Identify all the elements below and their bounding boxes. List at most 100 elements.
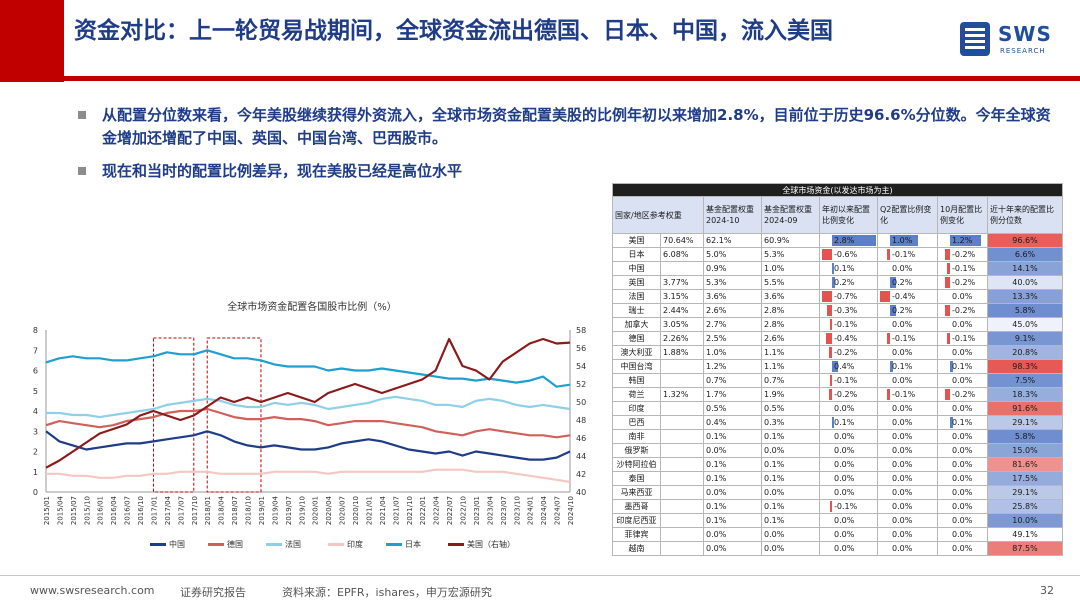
change-cell: -0.1% xyxy=(877,387,938,402)
legend-item-india: 印度 xyxy=(328,539,363,550)
chart-canvas: 全球市场资金配置各国股市比例（%） 0123456784042444648505… xyxy=(33,300,586,525)
reference-weight: 2.26% xyxy=(660,331,704,346)
fund-weight-2024-09: 0.0% xyxy=(761,527,820,542)
legend-item-germany: 德国 xyxy=(208,539,243,550)
change-value: 0.0% xyxy=(952,404,973,413)
change-cell: 0.0% xyxy=(877,485,938,500)
reference-weight xyxy=(660,401,704,416)
table-row: 法国 3.15% 3.6% 3.6% -0.7% -0.4% 0.0% 13.3% xyxy=(612,289,1063,304)
fund-weight-2024-09: 0.1% xyxy=(761,471,820,486)
change-cell: -0.4% xyxy=(877,289,938,304)
x-tick-label: 2021/04 xyxy=(379,495,387,525)
change-cell: 0.0% xyxy=(937,373,988,388)
fund-weight-2024-09: 0.1% xyxy=(761,429,820,444)
change-cell: 0.0% xyxy=(937,527,988,542)
change-value: 0.0% xyxy=(892,502,913,511)
y-right-tick-label: 56 xyxy=(576,344,586,353)
fund-weight-2024-09: 0.1% xyxy=(761,513,820,528)
change-value: -0.7% xyxy=(834,292,858,301)
x-tick-label: 2016/10 xyxy=(137,496,145,525)
footer-divider xyxy=(0,575,1080,576)
y-left-tick-label: 2 xyxy=(33,448,38,457)
fund-weight-2024-10: 62.1% xyxy=(703,233,762,248)
x-tick-label: 2024/10 xyxy=(567,496,575,525)
change-cell: 0.0% xyxy=(937,345,988,360)
positive-bar xyxy=(832,277,836,288)
y-right-tick-label: 54 xyxy=(576,362,586,371)
change-cell: 0.0% xyxy=(819,429,878,444)
table-row: 巴西 0.4% 0.3% 0.1% 0.0% 0.1% 29.1% xyxy=(612,415,1063,430)
change-cell: 0.0% xyxy=(819,513,878,528)
change-value: 0.0% xyxy=(952,292,973,301)
country-name: 中国台湾 xyxy=(612,359,661,374)
percentile-cell: 20.8% xyxy=(987,345,1063,360)
negative-bar xyxy=(825,333,832,344)
change-value: 0.0% xyxy=(834,460,855,469)
x-tick-label: 2021/01 xyxy=(365,496,373,525)
legend-swatch xyxy=(386,543,402,546)
change-value: -0.1% xyxy=(834,376,858,385)
fund-weight-2024-09: 3.6% xyxy=(761,289,820,304)
table-header: 基金配置权重2024-09 xyxy=(761,196,820,234)
table-row: 瑞士 2.44% 2.6% 2.8% -0.3% 0.2% -0.2% 5.8% xyxy=(612,303,1063,318)
change-cell: 0.0% xyxy=(937,443,988,458)
table-row: 加拿大 3.05% 2.7% 2.8% -0.1% 0.0% 0.0% 45.0% xyxy=(612,317,1063,332)
change-value: -0.2% xyxy=(952,306,976,315)
footer-url[interactable]: www.swsresearch.com xyxy=(30,584,155,597)
change-cell: 1.0% xyxy=(877,233,938,248)
fund-weight-2024-09: 1.9% xyxy=(761,387,820,402)
fund-weight-2024-10: 5.0% xyxy=(703,247,762,262)
change-value: 0.0% xyxy=(834,516,855,525)
percentile-cell: 13.3% xyxy=(987,289,1063,304)
change-value: -0.2% xyxy=(834,348,858,357)
change-cell: 0.0% xyxy=(819,457,878,472)
y-right-tick-label: 44 xyxy=(576,452,586,461)
change-cell: 0.0% xyxy=(877,317,938,332)
fund-weight-2024-10: 2.7% xyxy=(703,317,762,332)
table-row: 越南 0.0% 0.0% 0.0% 0.0% 0.0% 87.5% xyxy=(612,541,1063,556)
x-tick-label: 2022/01 xyxy=(419,496,427,525)
table-row: 沙特阿拉伯 0.1% 0.1% 0.0% 0.0% 0.0% 81.6% xyxy=(612,457,1063,472)
table-header: 年初以来配置比例变化 xyxy=(819,196,878,234)
bullet-square-icon xyxy=(78,167,86,175)
change-cell: 0.0% xyxy=(877,401,938,416)
change-value: -0.4% xyxy=(892,292,916,301)
bullet-item: 从配置分位数来看，今年美股继续获得外资流入，全球市场资金配置美股的比例年初以来增… xyxy=(78,104,1058,150)
fund-weight-2024-09: 0.1% xyxy=(761,457,820,472)
country-name: 俄罗斯 xyxy=(612,443,661,458)
negative-bar xyxy=(887,333,890,344)
change-value: 0.0% xyxy=(952,376,973,385)
country-name: 墨西哥 xyxy=(612,499,661,514)
legend-label: 印度 xyxy=(347,540,363,549)
x-tick-label: 2018/07 xyxy=(231,496,239,525)
negative-bar xyxy=(827,305,832,316)
change-value: 0.0% xyxy=(834,488,855,497)
table-row: 印度 0.5% 0.5% 0.0% 0.0% 0.0% 91.6% xyxy=(612,401,1063,416)
country-name: 韩国 xyxy=(612,373,661,388)
table-row: 澳大利亚 1.88% 1.0% 1.1% -0.2% 0.0% 0.0% 20.8% xyxy=(612,345,1063,360)
fund-weight-2024-10: 1.0% xyxy=(703,345,762,360)
fund-weight-2024-09: 0.0% xyxy=(761,485,820,500)
change-cell: -0.1% xyxy=(877,331,938,346)
change-value: 0.1% xyxy=(834,264,855,273)
x-tick-label: 2019/07 xyxy=(285,496,293,525)
y-right-tick-label: 58 xyxy=(576,326,586,335)
reference-weight xyxy=(660,443,704,458)
change-cell: 0.0% xyxy=(877,527,938,542)
table-row: 泰国 0.1% 0.1% 0.0% 0.0% 0.0% 17.5% xyxy=(612,471,1063,486)
footer-report-type: 证券研究报告 xyxy=(180,586,246,599)
change-value: -0.2% xyxy=(834,390,858,399)
change-value: 0.2% xyxy=(892,278,913,287)
fund-weight-2024-09: 2.8% xyxy=(761,317,820,332)
table-title: 全球市场资金(以发达市场为主) xyxy=(612,183,1063,197)
change-cell: -0.1% xyxy=(937,261,988,276)
positive-bar xyxy=(890,305,896,316)
legend-label: 美国（右轴） xyxy=(467,540,515,549)
change-value: -0.6% xyxy=(834,250,858,259)
fund-weight-2024-10: 0.1% xyxy=(703,429,762,444)
reference-weight xyxy=(660,499,704,514)
legend-label: 日本 xyxy=(405,540,421,549)
bullet-item: 现在和当时的配置比例差异，现在美股已经是高位水平 xyxy=(78,160,1058,183)
change-cell: 1.2% xyxy=(937,233,988,248)
table-row: 日本 6.08% 5.0% 5.3% -0.6% -0.1% -0.2% 6.6% xyxy=(612,247,1063,262)
